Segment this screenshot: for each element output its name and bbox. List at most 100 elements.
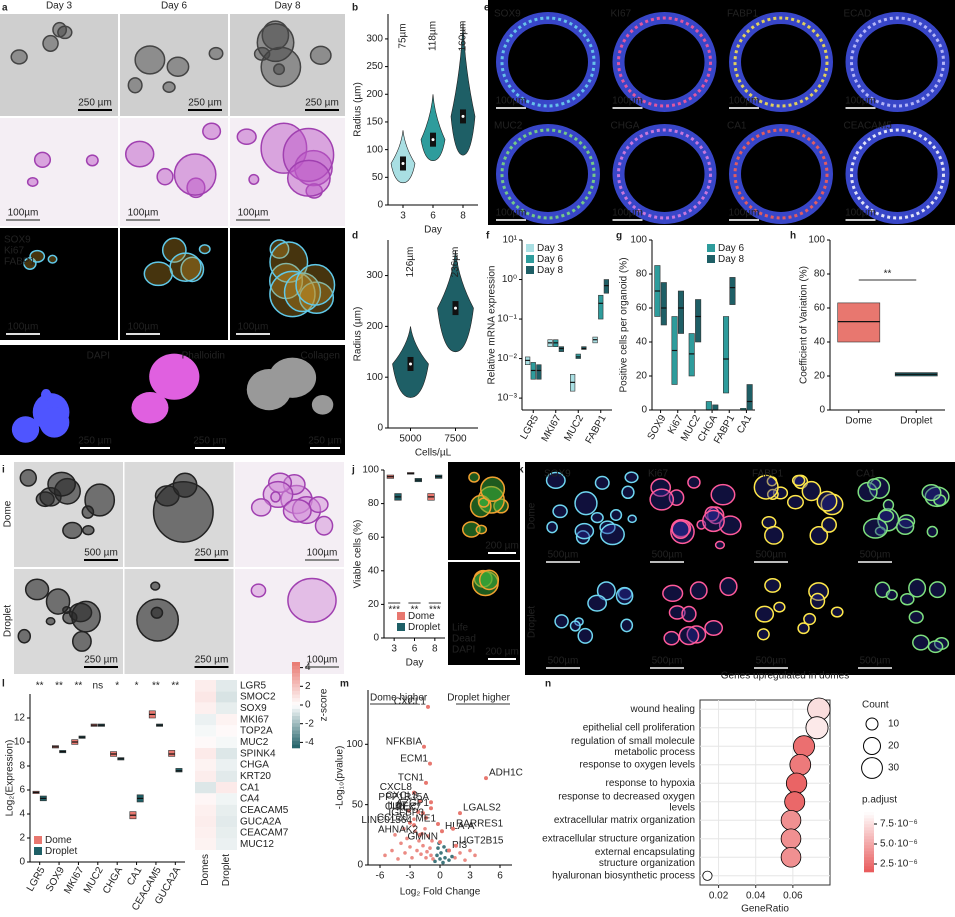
point [438, 857, 442, 861]
y-tick-label: 150 [366, 117, 383, 128]
significance: *** [388, 605, 400, 616]
row-label: SMOC2 [240, 692, 276, 703]
organoid [627, 514, 637, 524]
legend-swatch [34, 836, 42, 844]
point-label: RARRES1 [456, 818, 504, 829]
y-tick-label: 0 [819, 405, 825, 416]
organoid [282, 498, 312, 523]
y-tick-label: 250 [366, 61, 383, 72]
row-label: Dome [3, 500, 14, 527]
stain-label: FABP1 [727, 9, 759, 20]
organoid [816, 490, 838, 512]
panel-label: a [2, 3, 8, 14]
point [424, 780, 428, 785]
point-label: IL37 [388, 800, 408, 811]
heat-cell [216, 759, 237, 771]
scale-bar-label: 250 µm [188, 98, 222, 109]
point [429, 806, 433, 811]
row-label: MUC2 [240, 737, 269, 748]
organoid [270, 491, 281, 503]
point-label: NFKBIA [386, 736, 422, 747]
organoid [912, 634, 930, 651]
point [423, 826, 427, 831]
point [421, 843, 425, 848]
colorbar-step [292, 730, 300, 734]
heat-cell [216, 782, 237, 794]
scale-bar-label: 250 µm [84, 655, 118, 666]
colorbar-step [864, 830, 874, 834]
organoid [617, 16, 712, 108]
y-axis-label: Radius (µm) [353, 82, 364, 137]
colorbar-step [864, 869, 874, 873]
significance: ** [152, 681, 160, 692]
y-tick-label: epithelial cell proliferation [583, 722, 695, 733]
point [393, 833, 397, 837]
organoid [85, 154, 99, 167]
x-tick-label: Dome [845, 416, 872, 427]
colorbar-step [292, 687, 300, 691]
organoid [801, 480, 822, 502]
y-tick-label: 80 [814, 269, 826, 280]
size-legend-label: 10 [888, 719, 900, 730]
organoid [134, 45, 166, 75]
point [447, 848, 451, 853]
heat-cell [195, 725, 216, 737]
row-label: TOP2A [240, 726, 273, 737]
colorbar-tick-label: -4 [305, 737, 314, 748]
scale-bar-label: 100µm [612, 96, 643, 107]
colorbar-tick-label: -2 [305, 718, 314, 729]
size-legend-dot [863, 737, 881, 755]
image [0, 118, 118, 226]
box [536, 364, 542, 380]
point [418, 799, 422, 804]
legend-swatch [526, 255, 534, 263]
organoid [718, 515, 742, 536]
row-label: GUCA2A [240, 816, 281, 827]
point [412, 790, 416, 795]
size-legend-label: 20 [888, 741, 900, 752]
organoid [124, 140, 155, 168]
x-tick-label: 8 [460, 211, 466, 222]
panel-label: h [790, 231, 796, 242]
organoid [650, 478, 672, 497]
y-tick-label: 0 [641, 405, 647, 416]
organoid [671, 520, 690, 539]
organoid [764, 525, 784, 545]
legend-label: Dome [45, 835, 72, 846]
scale-bar-label: 100µm [307, 548, 338, 559]
panel-label: j [351, 465, 355, 476]
organoid [256, 23, 295, 63]
organoid [662, 584, 684, 603]
x-tick-label: 8 [432, 644, 438, 655]
colorbar-step [864, 848, 874, 852]
organoid [166, 56, 190, 77]
y-tick-label: 20 [368, 599, 380, 610]
organoid [478, 569, 500, 591]
significance: * [115, 681, 119, 692]
y-tick-label: 100 [346, 739, 363, 750]
organoid [47, 471, 76, 497]
organoid [136, 598, 180, 642]
median-dot [461, 114, 465, 118]
colorbar-step [292, 701, 300, 706]
x-tick-label: MUC2 [562, 413, 586, 443]
organoid [702, 509, 725, 533]
x-tick-label: 3 [400, 211, 406, 222]
organoid [830, 606, 844, 618]
point-label: ECM1 [400, 753, 428, 764]
y-tick-label: 6 [19, 785, 25, 796]
heat-cell [195, 827, 216, 839]
point-label: GMNN [407, 832, 438, 843]
y-tick-label: 300 [366, 270, 383, 281]
point [416, 809, 420, 814]
column-header: Day 8 [274, 1, 301, 12]
scale-bar-label: 500µm [860, 550, 891, 561]
organoid [686, 625, 707, 644]
x-tick-label: 7500 [444, 434, 467, 445]
violin [420, 94, 446, 162]
colorbar-tick-label: 2 [305, 681, 311, 692]
heat-cell [216, 691, 237, 703]
y-axis-label: Log₂(Expression) [5, 740, 16, 817]
organoid [546, 521, 558, 534]
organoid [820, 493, 844, 516]
